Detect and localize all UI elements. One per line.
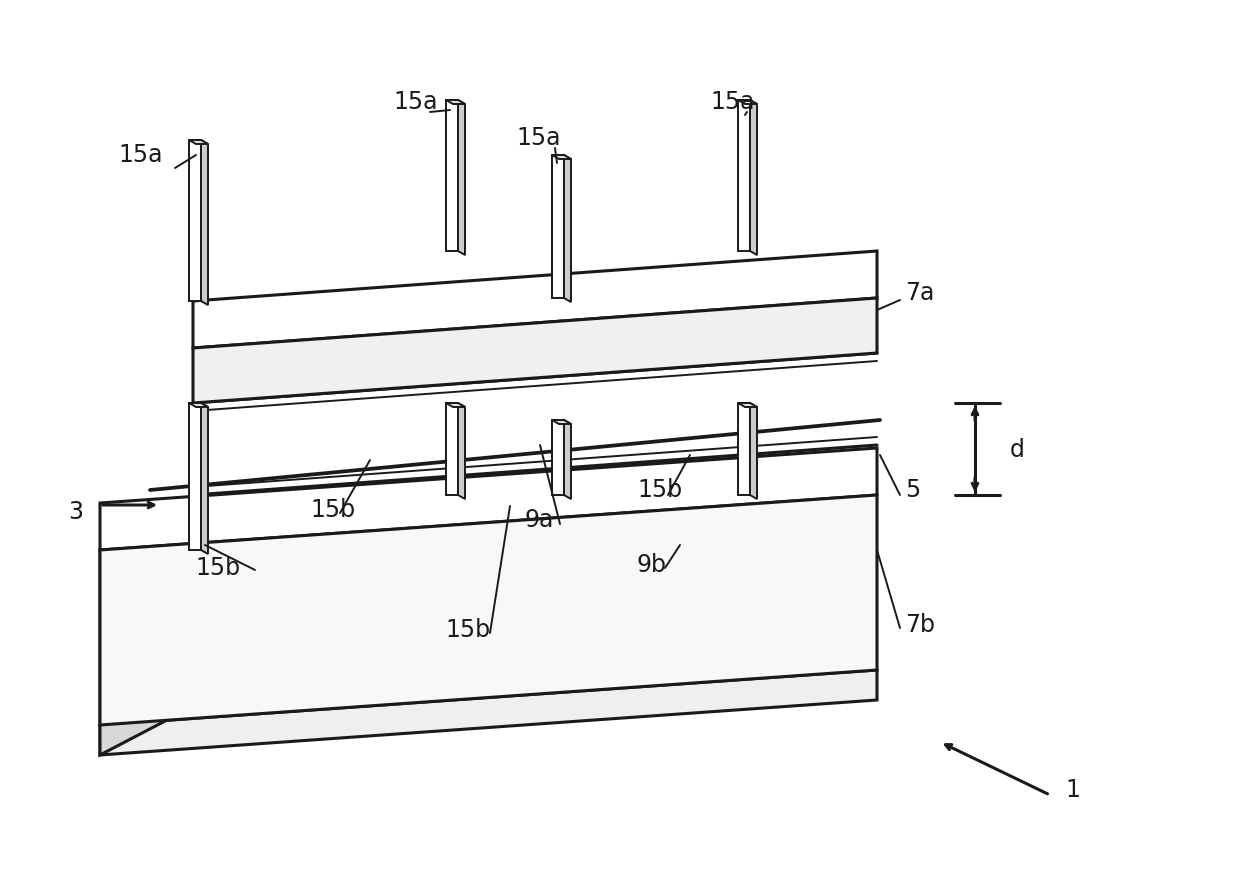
Polygon shape [750, 100, 756, 255]
Polygon shape [100, 503, 190, 725]
Text: 15b: 15b [445, 618, 490, 642]
Polygon shape [100, 495, 877, 725]
Polygon shape [201, 403, 208, 554]
Text: 1: 1 [1065, 778, 1080, 802]
Polygon shape [458, 100, 465, 255]
Text: 7a: 7a [905, 281, 935, 305]
Text: 15b: 15b [310, 498, 355, 522]
Text: 15a: 15a [516, 126, 560, 150]
Polygon shape [446, 100, 458, 251]
Polygon shape [564, 420, 570, 499]
Polygon shape [552, 420, 570, 424]
Polygon shape [738, 100, 750, 251]
Polygon shape [100, 448, 877, 550]
Polygon shape [552, 420, 564, 495]
Polygon shape [201, 140, 208, 305]
Polygon shape [738, 403, 756, 407]
Polygon shape [188, 140, 208, 144]
Text: 9b: 9b [637, 553, 667, 577]
Polygon shape [188, 403, 208, 407]
Polygon shape [446, 403, 458, 495]
Polygon shape [100, 670, 877, 755]
Polygon shape [188, 403, 201, 550]
Polygon shape [446, 403, 465, 407]
Polygon shape [750, 403, 756, 499]
Polygon shape [458, 403, 465, 499]
Polygon shape [738, 403, 750, 495]
Polygon shape [738, 100, 756, 104]
Text: 15b: 15b [637, 478, 682, 502]
Text: 15a: 15a [393, 90, 438, 114]
Polygon shape [193, 298, 877, 403]
Polygon shape [552, 155, 570, 159]
Text: 7b: 7b [905, 613, 935, 637]
Polygon shape [564, 155, 570, 302]
Text: 9a: 9a [525, 508, 554, 532]
Text: 15a: 15a [711, 90, 754, 114]
Polygon shape [552, 155, 564, 298]
Polygon shape [100, 678, 190, 755]
Text: 15a: 15a [118, 143, 162, 167]
Text: 3: 3 [68, 500, 83, 524]
Polygon shape [193, 251, 877, 348]
Polygon shape [188, 140, 201, 301]
Polygon shape [446, 100, 465, 104]
Text: 15b: 15b [195, 556, 241, 580]
Text: d: d [1011, 438, 1025, 462]
Text: 5: 5 [905, 478, 920, 502]
